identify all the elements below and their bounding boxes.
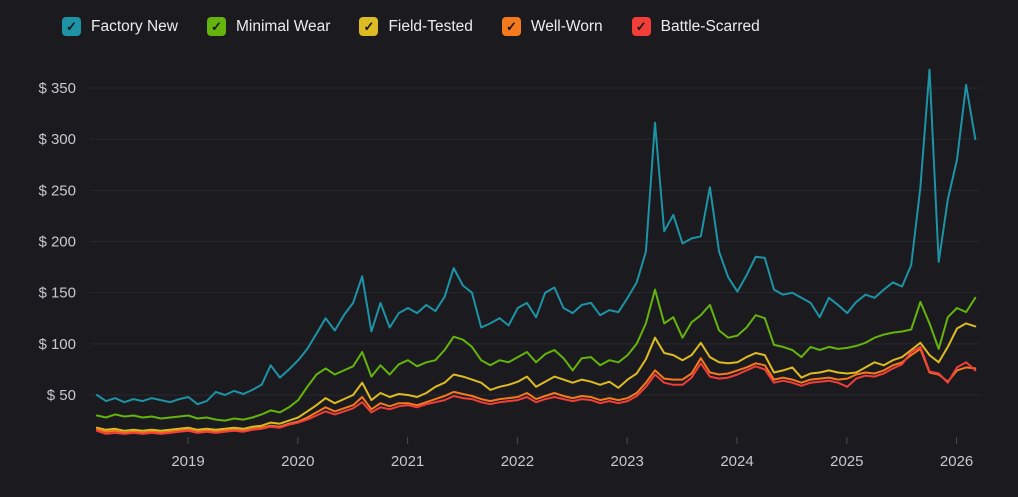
chart-legend: ✓ Factory New ✓ Minimal Wear ✓ Field-Tes… xyxy=(62,17,760,36)
checkbox-checked-icon[interactable]: ✓ xyxy=(62,17,81,36)
checkbox-checked-icon[interactable]: ✓ xyxy=(631,17,651,36)
y-axis-tick-label: $ 100 xyxy=(38,336,76,353)
x-axis-tick-label: 2023 xyxy=(611,453,644,470)
legend-item-well-worn[interactable]: ✓ Well-Worn xyxy=(501,17,603,36)
legend-label: Factory New xyxy=(91,17,178,35)
x-axis-tick-label: 2019 xyxy=(171,453,204,470)
legend-item-factory-new[interactable]: ✓ Factory New xyxy=(62,17,178,36)
x-axis-tick-label: 2026 xyxy=(940,453,973,470)
series-line-factory-new xyxy=(95,68,977,406)
legend-label: Minimal Wear xyxy=(236,17,331,35)
checkbox-checked-icon[interactable]: ✓ xyxy=(359,17,379,36)
x-axis-tick-label: 2025 xyxy=(830,453,863,470)
legend-label: Well-Worn xyxy=(530,17,603,35)
x-axis-tick-label: 2022 xyxy=(501,453,534,470)
y-axis-tick-label: $ 200 xyxy=(38,233,76,250)
y-axis-tick-label: $ 150 xyxy=(38,285,76,302)
checkbox-checked-icon[interactable]: ✓ xyxy=(501,17,521,36)
y-axis-tick-label: $ 350 xyxy=(38,80,76,97)
x-axis-tick-label: 2024 xyxy=(720,453,753,470)
series-line-battle-scarred xyxy=(95,345,977,435)
y-axis-tick-label: $ 50 xyxy=(47,387,76,404)
legend-item-minimal-wear[interactable]: ✓ Minimal Wear xyxy=(207,17,330,36)
x-axis-tick-label: 2021 xyxy=(391,453,424,470)
series-line-field-tested xyxy=(95,322,977,432)
legend-label: Field-Tested xyxy=(388,17,473,35)
y-axis-tick-label: $ 300 xyxy=(38,131,76,148)
legend-item-battle-scarred[interactable]: ✓ Battle-Scarred xyxy=(631,17,760,36)
x-axis-tick-label: 2020 xyxy=(281,453,314,470)
legend-item-field-tested[interactable]: ✓ Field-Tested xyxy=(359,17,473,36)
series-line-minimal-wear xyxy=(95,288,977,422)
legend-label: Battle-Scarred xyxy=(660,17,760,35)
checkbox-checked-icon[interactable]: ✓ xyxy=(207,17,226,36)
y-axis-tick-label: $ 250 xyxy=(38,182,76,199)
